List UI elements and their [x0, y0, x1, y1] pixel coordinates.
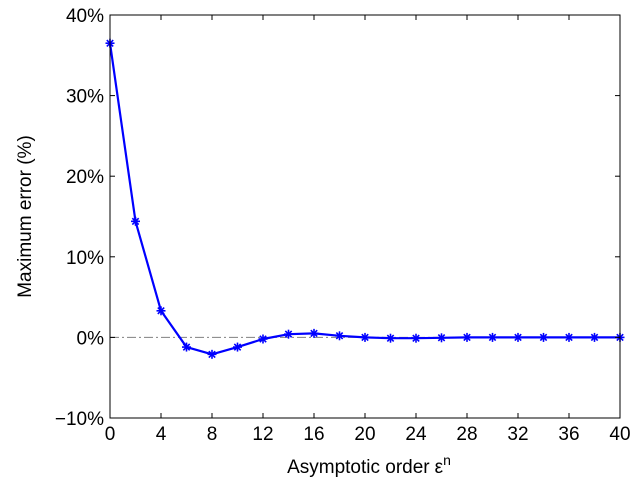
data-point — [590, 332, 599, 342]
data-point — [488, 332, 497, 342]
data-point — [258, 334, 268, 344]
data-point — [335, 331, 344, 341]
y-tick-label: 30% — [66, 87, 104, 108]
marker-stroke — [208, 350, 216, 359]
data-point — [411, 333, 421, 343]
data-point — [131, 216, 140, 226]
series-layer — [105, 38, 625, 359]
x-tick-label: 8 — [207, 424, 218, 445]
data-point — [513, 332, 523, 342]
data-point — [233, 342, 242, 352]
data-point — [564, 332, 574, 342]
x-tick-label: 20 — [354, 424, 375, 445]
marker-stroke — [539, 333, 548, 342]
y-tick-label: 0% — [77, 328, 105, 349]
marker-stroke — [437, 334, 446, 342]
data-point — [207, 349, 217, 359]
data-point — [309, 328, 319, 338]
x-axis-label-text: Asymptotic order — [287, 457, 430, 478]
marker-stroke — [590, 333, 599, 342]
marker-stroke — [182, 343, 191, 351]
x-axis-label-superscript: n — [443, 452, 451, 468]
marker-stroke — [488, 333, 497, 342]
x-tick-label: 12 — [252, 424, 273, 445]
x-tick-label: 16 — [303, 424, 324, 445]
marker-stroke — [412, 334, 420, 342]
x-tick-label: 28 — [456, 424, 477, 445]
marker-stroke — [259, 335, 267, 343]
marker-stroke — [233, 343, 242, 351]
data-point — [462, 332, 472, 342]
data-point — [284, 329, 293, 339]
marker-stroke — [335, 332, 344, 340]
y-tick-label: 20% — [66, 167, 104, 188]
data-point — [386, 333, 395, 343]
x-axis-label-symbol: ε — [435, 457, 444, 478]
x-tick-label: 40 — [609, 424, 630, 445]
y-axis-label: Maximum error (%) — [15, 135, 36, 298]
y-tick-label: 10% — [66, 248, 104, 269]
marker-stroke — [565, 333, 573, 342]
x-axis-label: Asymptotic order εn — [287, 452, 451, 478]
marker-stroke — [361, 333, 369, 342]
data-point — [360, 332, 370, 342]
data-point — [539, 332, 548, 342]
x-tick-label: 24 — [405, 424, 427, 445]
y-tick-label: −10% — [55, 409, 104, 430]
x-tick-label: 36 — [558, 424, 579, 445]
x-tick-label: 4 — [156, 424, 167, 445]
x-tick-label: 0 — [105, 424, 116, 445]
marker-stroke — [514, 333, 522, 342]
plot-area-background — [110, 15, 620, 418]
data-point — [182, 342, 191, 352]
marker-stroke — [463, 333, 471, 342]
x-tick-label: 32 — [507, 424, 528, 445]
y-tick-label: 40% — [66, 6, 104, 27]
marker-stroke — [284, 330, 293, 338]
marker-stroke — [386, 334, 395, 342]
marker-stroke — [131, 217, 140, 226]
marker-stroke — [310, 329, 318, 338]
data-point — [156, 306, 166, 316]
data-point — [437, 333, 446, 343]
tick-layer: 0 4 8 12 16 20 24 28 32 36 40 −10% 0% 10% 20% 30% 40% — [55, 6, 631, 445]
marker-stroke — [157, 307, 165, 315]
